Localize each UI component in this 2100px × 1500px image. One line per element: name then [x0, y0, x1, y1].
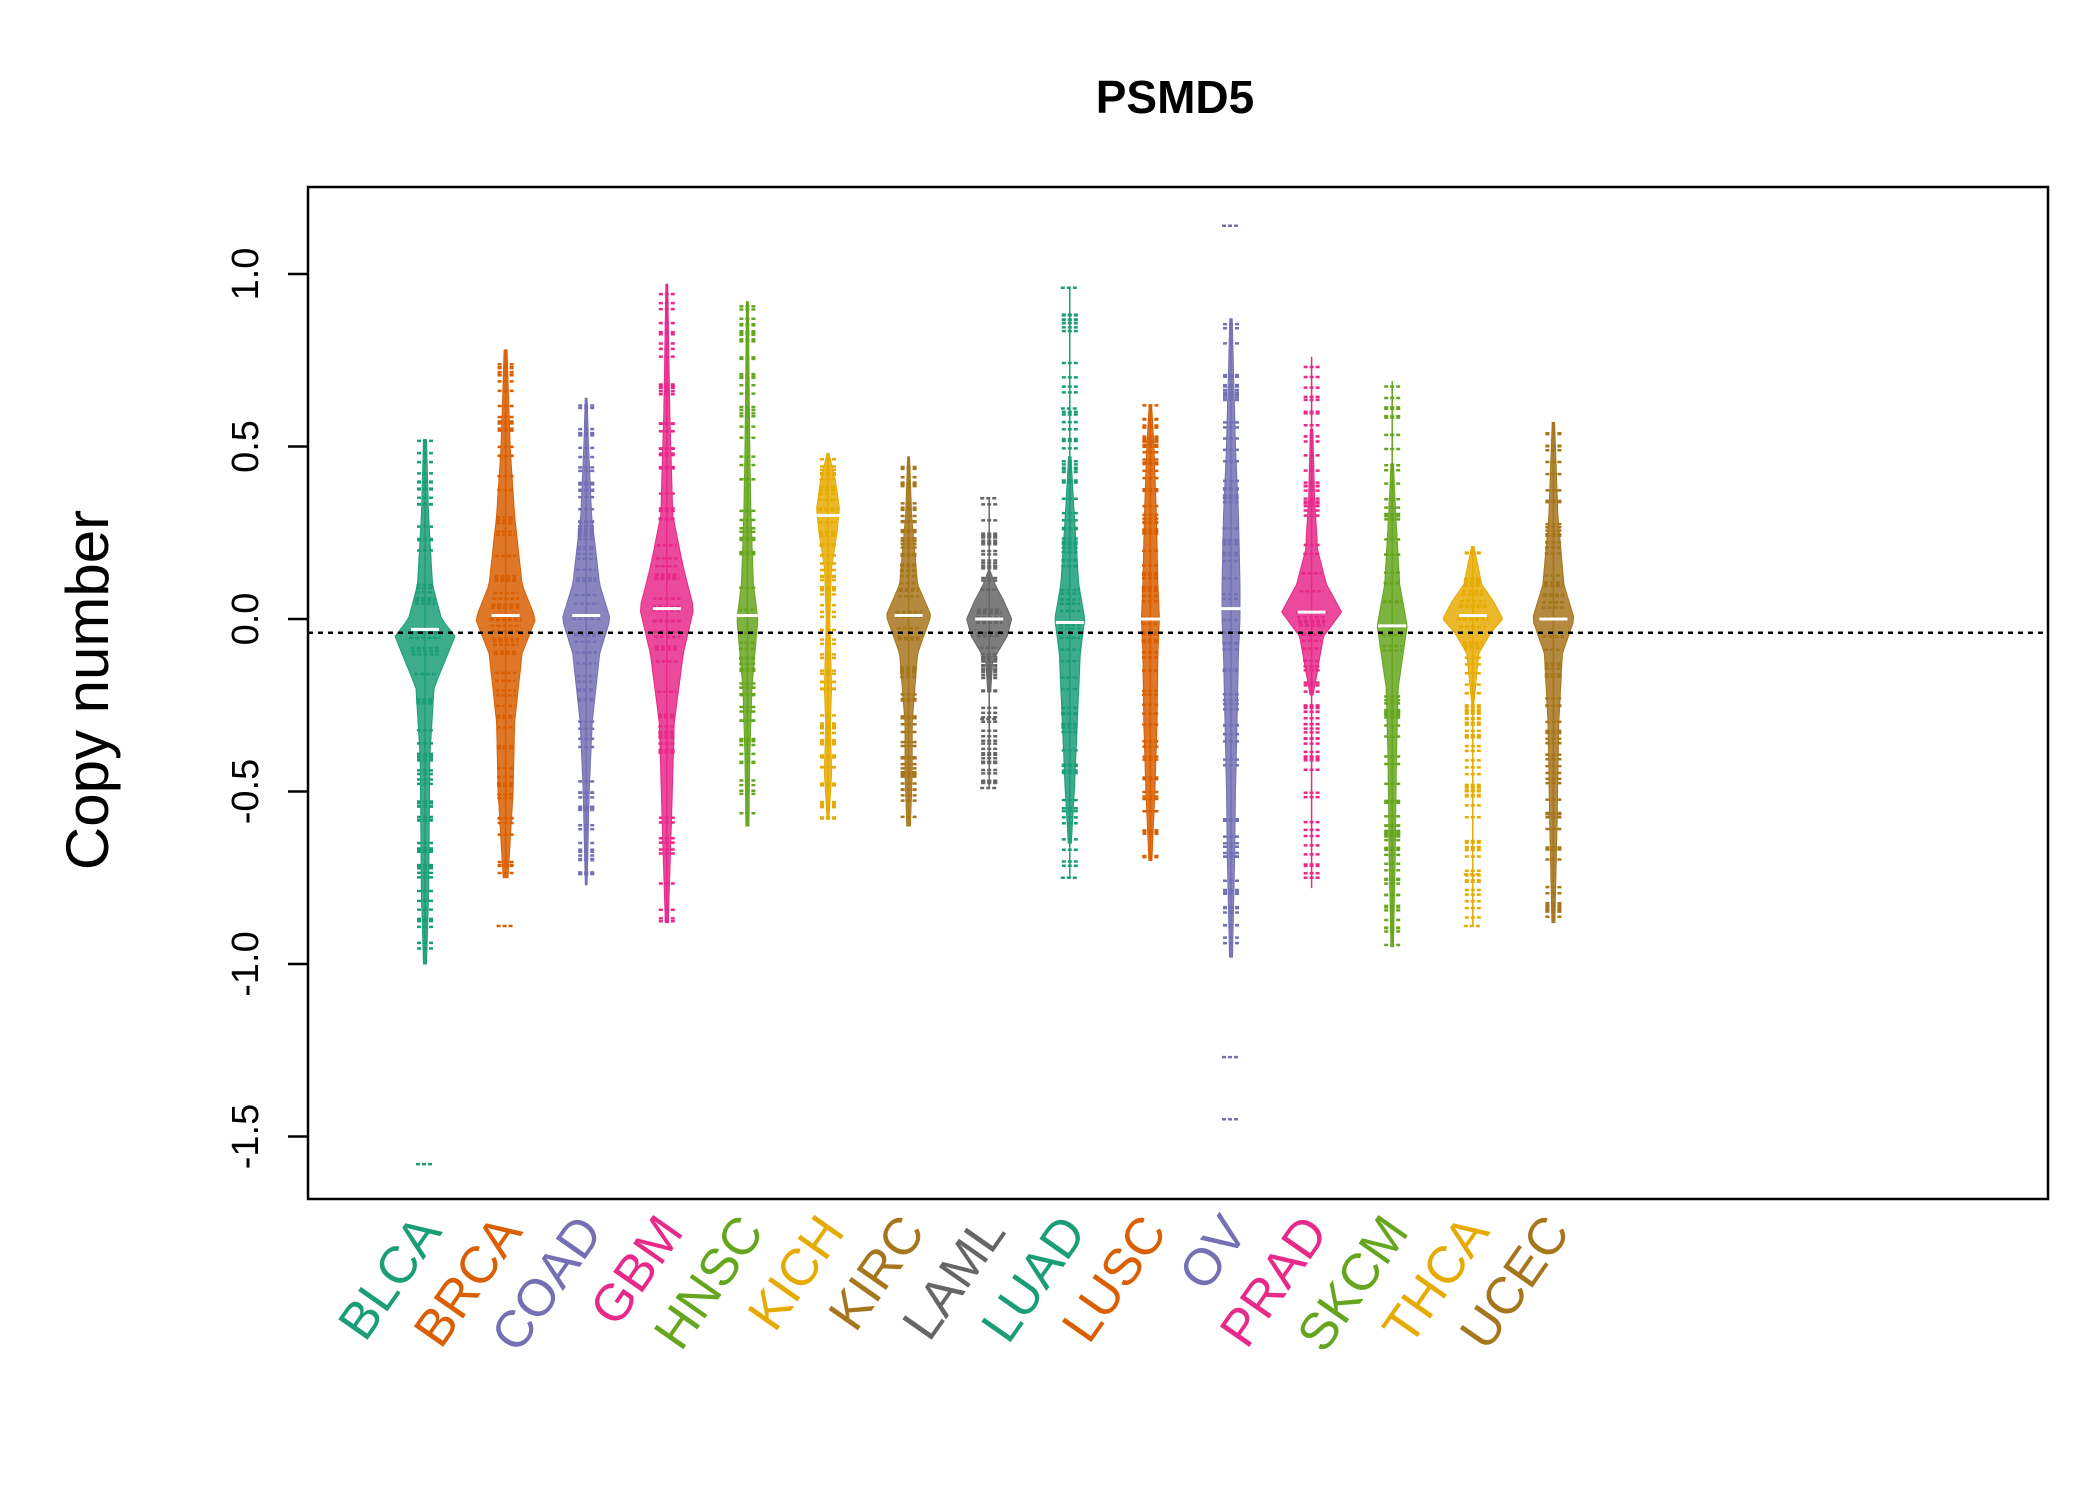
y-axis: 1.0 0.5 0.0 -0.5 -1.0 -1.5 [225, 248, 308, 1169]
y-tick-label: 0.0 [225, 593, 267, 646]
y-tick-label: 0.5 [225, 420, 267, 473]
y-tick-label: 1.0 [225, 248, 267, 301]
bean-hnsc [733, 301, 762, 827]
bean-ucec [1532, 421, 1575, 924]
bean-kirc [886, 456, 931, 827]
bean-group [394, 224, 1575, 1166]
bean-ov [1217, 224, 1245, 1121]
bean-gbm [639, 283, 694, 924]
bean-luad [1054, 286, 1086, 879]
y-tick-label: -1.5 [225, 1104, 267, 1169]
y-tick-label: -0.5 [225, 759, 267, 824]
bean-thca [1442, 546, 1503, 928]
chart-title: PSMD5 [1096, 71, 1254, 123]
bean-blca [394, 439, 456, 1166]
bean-prad [1281, 356, 1343, 889]
plot-frame [306, 185, 2050, 1201]
bean-brca [475, 349, 536, 928]
bean-skcm [1376, 380, 1408, 948]
y-tick-label: -1.0 [225, 931, 267, 996]
bean-coad [562, 397, 611, 886]
bean-laml [966, 497, 1013, 790]
y-axis-label: Copy number [54, 510, 121, 870]
bean-kich [814, 452, 842, 820]
